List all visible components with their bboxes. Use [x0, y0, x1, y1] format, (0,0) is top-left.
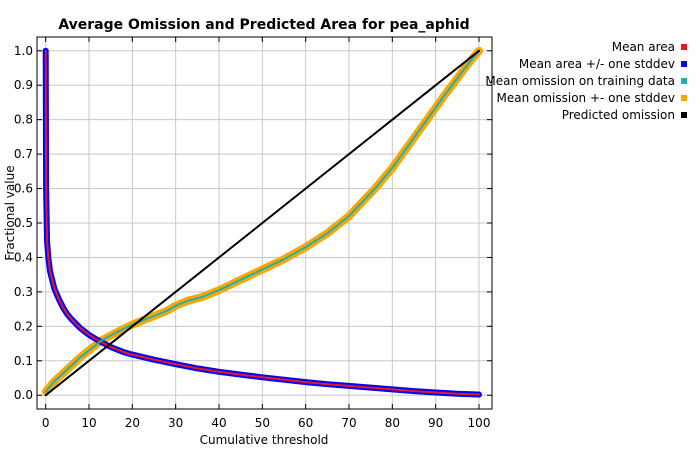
legend-swatch [681, 44, 687, 50]
plot-series [41, 46, 483, 398]
y-tick-label: 0.0 [14, 388, 33, 402]
x-tick-label: 50 [255, 416, 270, 430]
x-tick-label: 10 [81, 416, 96, 430]
legend-swatch [681, 112, 687, 118]
y-tick-label: 0.4 [14, 250, 33, 264]
y-tick-label: 0.6 [14, 182, 33, 196]
y-tick-label: 0.1 [14, 354, 33, 368]
y-tick-label: 0.2 [14, 319, 33, 333]
y-tick-label: 0.3 [14, 285, 33, 299]
y-tick-label: 0.5 [14, 216, 33, 230]
y-tick-label: 0.7 [14, 147, 33, 161]
legend-label: Predicted omission [562, 108, 675, 122]
x-tick-label: 80 [385, 416, 400, 430]
mean-area-line [44, 49, 480, 396]
x-tick-label: 100 [468, 416, 491, 430]
predicted-omission-line [44, 49, 480, 397]
x-axis-label: Cumulative threshold [200, 433, 329, 447]
x-tick-label: 20 [125, 416, 140, 430]
legend-swatch [681, 95, 687, 101]
legend-swatch [681, 78, 687, 84]
x-tick-label: 70 [341, 416, 356, 430]
legend-label: Mean area [612, 40, 675, 54]
legend: Mean area Mean area +/- one stddev Mean om… [485, 40, 687, 122]
grid-lines [37, 37, 492, 409]
legend-label: Mean omission on training data [485, 74, 675, 88]
y-tick-label: 1.0 [14, 44, 33, 58]
y-tick-label: 0.9 [14, 78, 33, 92]
mean-omission-line [44, 49, 480, 393]
legend-label: Mean omission +- one stddev [497, 91, 676, 105]
x-tick-label: 0 [42, 416, 50, 430]
x-tick-label: 30 [168, 416, 183, 430]
legend-label: Mean area +/- one stddev [519, 57, 675, 71]
chart-title: Average Omission and Predicted Area for … [58, 17, 469, 33]
y-axis-label: Fractional value [3, 165, 17, 260]
x-tick-label: 60 [298, 416, 313, 430]
axis-ticks: 0 10 20 30 40 50 60 70 80 90 100 0.0 0.1 0.2 0.3 0.4 0.5… [14, 37, 492, 430]
x-tick-label: 90 [428, 416, 443, 430]
x-tick-label: 40 [211, 416, 226, 430]
y-tick-label: 0.8 [14, 113, 33, 127]
legend-swatch [681, 61, 687, 67]
